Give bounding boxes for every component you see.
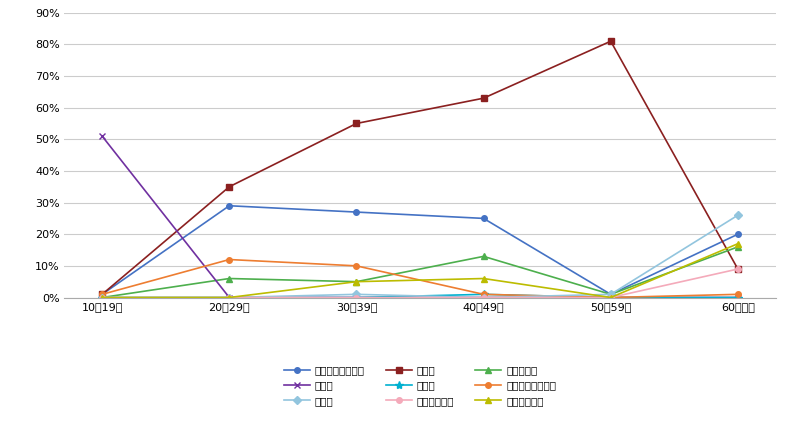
生活の利便性 <box>478 276 488 281</box>
Legend: 就職・転職・転業, 就　学, 住　宅, 転　勤, 卒　業, 交通の利便性, 退職・廃業, 結婚・離婚・縁組, 生活の利便性: 就職・転職・転業, 就 学, 住 宅, 転 勤, 卒 業, 交通の利便性, 退職… <box>283 366 557 406</box>
就職・転職・転業 <box>733 232 742 237</box>
転　勤 <box>733 266 742 272</box>
就職・転職・転業 <box>606 292 615 297</box>
退職・廃業 <box>225 276 234 281</box>
住　宅 <box>606 292 615 297</box>
結婚・離婚・縁組 <box>98 292 107 297</box>
卒　業 <box>98 295 107 300</box>
就　学 <box>225 295 234 300</box>
結婚・離婚・縁組 <box>733 292 742 297</box>
就職・転職・転業 <box>478 216 488 221</box>
就職・転職・転業 <box>98 292 107 297</box>
Line: 就職・転職・転業: 就職・転職・転業 <box>99 203 741 297</box>
交通の利便性 <box>98 295 107 300</box>
転　勤 <box>98 292 107 297</box>
交通の利便性 <box>733 266 742 272</box>
交通の利便性 <box>606 295 615 300</box>
交通の利便性 <box>225 295 234 300</box>
交通の利便性 <box>352 295 362 300</box>
住　宅 <box>478 295 488 300</box>
退職・廃業 <box>478 254 488 259</box>
交通の利便性 <box>478 295 488 300</box>
卒　業 <box>352 295 362 300</box>
転　勤 <box>225 184 234 189</box>
就　学 <box>98 133 107 139</box>
就　学 <box>478 295 488 300</box>
卒　業 <box>606 295 615 300</box>
退職・廃業 <box>733 244 742 249</box>
退職・廃業 <box>606 292 615 297</box>
住　宅 <box>225 295 234 300</box>
転　勤 <box>352 121 362 126</box>
住　宅 <box>733 212 742 218</box>
就　学 <box>733 295 742 300</box>
退職・廃業 <box>352 279 362 284</box>
生活の利便性 <box>352 279 362 284</box>
卒　業 <box>733 295 742 300</box>
Line: 生活の利便性: 生活の利便性 <box>99 241 741 300</box>
生活の利便性 <box>98 295 107 300</box>
Line: 結婚・離婚・縁組: 結婚・離婚・縁組 <box>99 257 741 300</box>
Line: 転　勤: 転 勤 <box>99 38 741 297</box>
結婚・離婚・縁組 <box>225 257 234 262</box>
Line: 交通の利便性: 交通の利便性 <box>99 266 741 300</box>
結婚・離婚・縁組 <box>606 295 615 300</box>
生活の利便性 <box>225 295 234 300</box>
Line: 卒　業: 卒 業 <box>98 290 742 302</box>
就　学 <box>606 295 615 300</box>
転　勤 <box>478 96 488 101</box>
生活の利便性 <box>733 241 742 246</box>
卒　業 <box>225 295 234 300</box>
住　宅 <box>352 292 362 297</box>
Line: 就　学: 就 学 <box>98 133 742 301</box>
退職・廃業 <box>98 295 107 300</box>
住　宅 <box>98 295 107 300</box>
結婚・離婚・縁組 <box>478 292 488 297</box>
Line: 住　宅: 住 宅 <box>99 212 741 300</box>
結婚・離婚・縁組 <box>352 264 362 269</box>
Line: 退職・廃業: 退職・廃業 <box>99 244 741 300</box>
卒　業 <box>478 292 488 297</box>
就　学 <box>352 295 362 300</box>
就職・転職・転業 <box>352 210 362 215</box>
転　勤 <box>606 39 615 44</box>
就職・転職・転業 <box>225 203 234 208</box>
生活の利便性 <box>606 295 615 300</box>
